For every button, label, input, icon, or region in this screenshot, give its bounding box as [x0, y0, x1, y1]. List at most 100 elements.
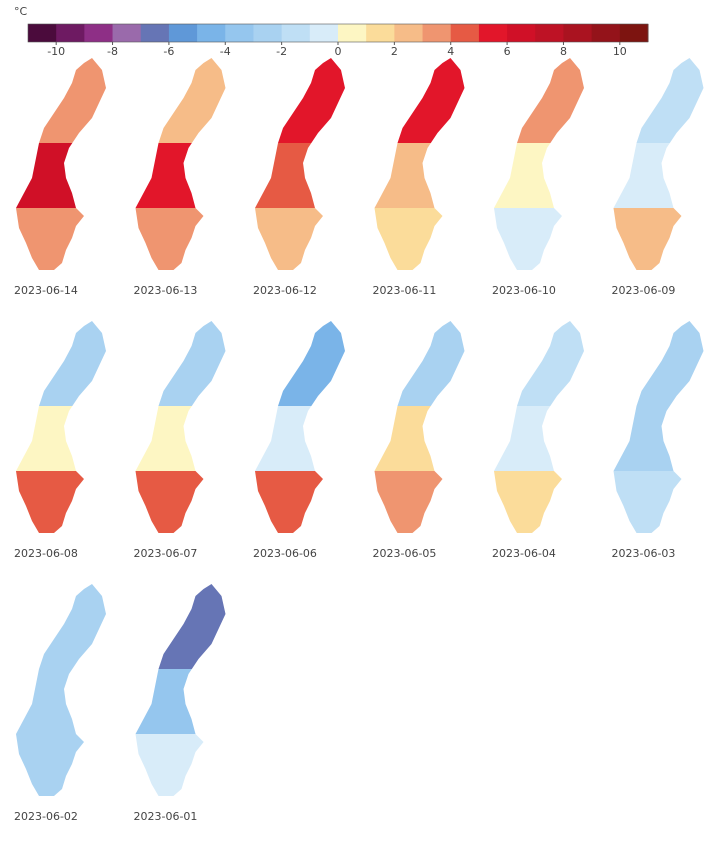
map-date: 2023-06-08: [14, 547, 78, 560]
map-date: 2023-06-09: [612, 284, 676, 297]
region-central: [16, 669, 106, 734]
map-shape: [135, 58, 226, 270]
region-north: [613, 321, 704, 406]
legend-swatch: [56, 24, 85, 42]
legend-tick-label: -10: [47, 45, 65, 58]
region-south: [255, 208, 345, 270]
map-panel: 2023-06-02: [14, 584, 106, 823]
region-south: [494, 208, 584, 270]
map-panel: 2023-06-07: [134, 321, 226, 560]
region-south: [16, 734, 106, 796]
map-date: 2023-06-10: [492, 284, 556, 297]
legend-swatch: [507, 24, 536, 42]
map-date: 2023-06-04: [492, 547, 556, 560]
map-date: 2023-06-12: [253, 284, 317, 297]
legend-swatch: [478, 24, 508, 42]
region-south: [255, 471, 345, 533]
map-panel: 2023-06-09: [612, 58, 704, 297]
map-date: 2023-06-06: [253, 547, 317, 560]
legend-swatch: [366, 24, 395, 42]
region-central: [494, 406, 584, 471]
region-south: [494, 471, 584, 533]
region-north: [494, 58, 584, 143]
map-date: 2023-06-05: [373, 547, 437, 560]
legend-tick-label: 10: [613, 45, 627, 58]
region-central: [255, 406, 345, 471]
legend-swatch: [309, 24, 339, 42]
map-panel: 2023-06-11: [373, 58, 465, 297]
map-shape: [374, 321, 465, 533]
map-panel: 2023-06-04: [492, 321, 584, 560]
legend-swatch: [197, 24, 226, 42]
legend-swatch: [140, 24, 170, 42]
map-date: 2023-06-07: [134, 547, 198, 560]
legend-swatch: [112, 24, 142, 42]
region-central: [16, 406, 106, 471]
map-date: 2023-06-02: [14, 810, 78, 823]
legend-swatch: [84, 24, 114, 42]
map-shape: [135, 584, 226, 796]
map-date: 2023-06-01: [134, 810, 198, 823]
legend-swatch: [225, 24, 254, 42]
legend-tick-label: -6: [163, 45, 174, 58]
region-north: [16, 321, 106, 406]
region-north: [255, 321, 345, 406]
legend-tick-label: 2: [391, 45, 398, 58]
map-shape: [494, 58, 584, 270]
map-panel: 2023-06-13: [134, 58, 226, 297]
map-shape: [16, 321, 106, 533]
region-north: [494, 321, 584, 406]
region-north: [374, 58, 465, 143]
legend-swatch: [253, 24, 283, 42]
map-shape: [135, 321, 226, 533]
map-panel: 2023-06-10: [492, 58, 584, 297]
region-central: [374, 406, 465, 471]
region-central: [135, 406, 226, 471]
region-central: [255, 143, 345, 208]
legend-tick-label: 4: [447, 45, 454, 58]
map-shape: [374, 58, 465, 270]
legend-tick-label: -4: [220, 45, 231, 58]
map-date: 2023-06-14: [14, 284, 78, 297]
region-north: [135, 58, 226, 143]
legend-swatch: [535, 24, 564, 42]
map-panel: 2023-06-01: [134, 584, 226, 823]
region-south: [16, 208, 106, 270]
region-north: [255, 58, 345, 143]
legend-swatch: [394, 24, 424, 42]
map-shape: [494, 321, 584, 533]
map-shape: [613, 58, 704, 270]
map-panel: 2023-06-06: [253, 321, 345, 560]
region-north: [16, 584, 106, 669]
legend-swatch: [338, 24, 367, 42]
region-central: [16, 143, 106, 208]
map-shape: [16, 584, 106, 796]
region-central: [135, 143, 226, 208]
map-shape: [16, 58, 106, 270]
legend-swatch: [450, 24, 480, 42]
region-south: [135, 471, 226, 533]
legend-swatch: [422, 24, 452, 42]
map-panel: 2023-06-05: [373, 321, 465, 560]
legend-tick-label: 6: [504, 45, 511, 58]
region-south: [613, 208, 704, 270]
legend-swatch: [281, 24, 311, 42]
region-south: [135, 734, 226, 796]
legend-unit: °C: [14, 5, 28, 18]
region-central: [613, 143, 704, 208]
map-date: 2023-06-11: [373, 284, 437, 297]
region-north: [16, 58, 106, 143]
region-central: [135, 669, 226, 734]
region-north: [135, 321, 226, 406]
region-south: [16, 471, 106, 533]
legend-swatch: [28, 24, 57, 42]
legend-tick-label: -8: [107, 45, 118, 58]
region-south: [374, 208, 465, 270]
legend-tick-label: 8: [560, 45, 567, 58]
legend-swatch: [563, 24, 593, 42]
map-shape: [255, 321, 345, 533]
map-panel: 2023-06-03: [612, 321, 704, 560]
region-north: [613, 58, 704, 143]
map-shape: [613, 321, 704, 533]
